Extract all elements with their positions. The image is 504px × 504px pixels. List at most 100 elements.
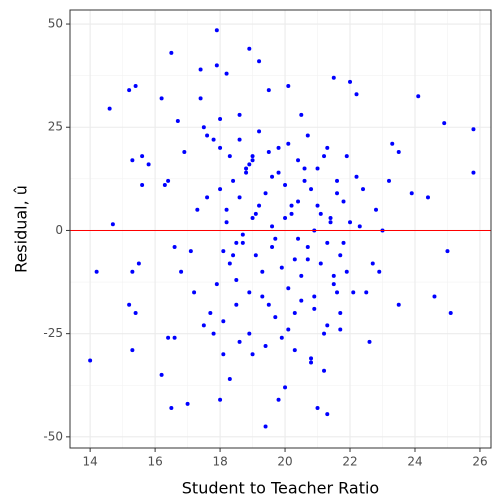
point <box>140 154 145 159</box>
point <box>159 372 164 377</box>
point <box>221 249 226 254</box>
point <box>348 79 353 84</box>
point <box>172 244 177 249</box>
point <box>237 339 242 344</box>
point <box>166 335 171 340</box>
point <box>273 236 278 241</box>
point <box>214 63 219 68</box>
point <box>133 83 138 88</box>
point <box>140 183 145 188</box>
point <box>247 162 252 167</box>
point <box>250 154 255 159</box>
point <box>208 311 213 316</box>
point <box>205 133 210 138</box>
point <box>344 154 349 159</box>
point <box>221 352 226 357</box>
point <box>250 216 255 221</box>
point <box>348 220 353 225</box>
point <box>273 315 278 320</box>
point <box>110 222 115 227</box>
point <box>234 240 239 245</box>
point <box>318 261 323 266</box>
points <box>70 28 491 429</box>
point <box>237 137 242 142</box>
point <box>344 269 349 274</box>
point <box>374 207 379 212</box>
point <box>127 302 132 307</box>
point <box>162 183 167 188</box>
point <box>276 170 281 175</box>
point <box>201 323 206 328</box>
point <box>445 249 450 254</box>
point <box>296 236 301 241</box>
point <box>335 290 340 295</box>
point <box>218 187 223 192</box>
point <box>341 199 346 204</box>
point <box>263 191 268 196</box>
point <box>185 401 190 406</box>
point <box>227 261 232 266</box>
point <box>299 112 304 117</box>
point <box>166 178 171 183</box>
point <box>240 232 245 237</box>
point <box>432 294 437 299</box>
point <box>130 348 135 353</box>
point <box>253 211 258 216</box>
point <box>442 121 447 126</box>
point <box>331 282 336 287</box>
y-tick-label: 50 <box>48 17 63 31</box>
point <box>107 106 112 111</box>
point <box>315 203 320 208</box>
point <box>250 352 255 357</box>
point <box>237 112 242 117</box>
point <box>299 273 304 278</box>
x-tick-label: 24 <box>407 455 422 469</box>
point <box>335 178 340 183</box>
x-tick-label: 18 <box>212 455 227 469</box>
point <box>146 162 151 167</box>
point <box>227 154 232 159</box>
point <box>286 327 291 332</box>
point <box>325 145 330 150</box>
point <box>283 183 288 188</box>
point <box>182 150 187 155</box>
point <box>205 195 210 200</box>
x-tick-label: 14 <box>82 455 97 469</box>
point <box>448 311 453 316</box>
point <box>296 199 301 204</box>
y-tick-label: -50 <box>43 429 63 443</box>
point <box>471 170 476 175</box>
x-tick-label: 22 <box>342 455 357 469</box>
point <box>253 253 258 258</box>
point <box>390 141 395 146</box>
point <box>188 249 193 254</box>
point <box>305 133 310 138</box>
point <box>296 158 301 163</box>
point <box>195 207 200 212</box>
point <box>367 339 372 344</box>
point <box>322 154 327 159</box>
point <box>224 71 229 76</box>
y-tick-label: 25 <box>48 120 63 134</box>
point <box>377 269 382 274</box>
point <box>322 368 327 373</box>
point <box>260 294 265 299</box>
point <box>283 216 288 221</box>
panel-border <box>69 9 492 449</box>
point <box>302 166 307 171</box>
point <box>192 290 197 295</box>
point <box>276 397 281 402</box>
point <box>214 28 219 33</box>
point <box>263 344 268 349</box>
point <box>292 348 297 353</box>
point <box>305 257 310 262</box>
point <box>88 358 93 363</box>
point <box>289 211 294 216</box>
point <box>130 269 135 274</box>
point <box>214 282 219 287</box>
point <box>247 290 252 295</box>
point <box>305 244 310 249</box>
point <box>396 150 401 155</box>
